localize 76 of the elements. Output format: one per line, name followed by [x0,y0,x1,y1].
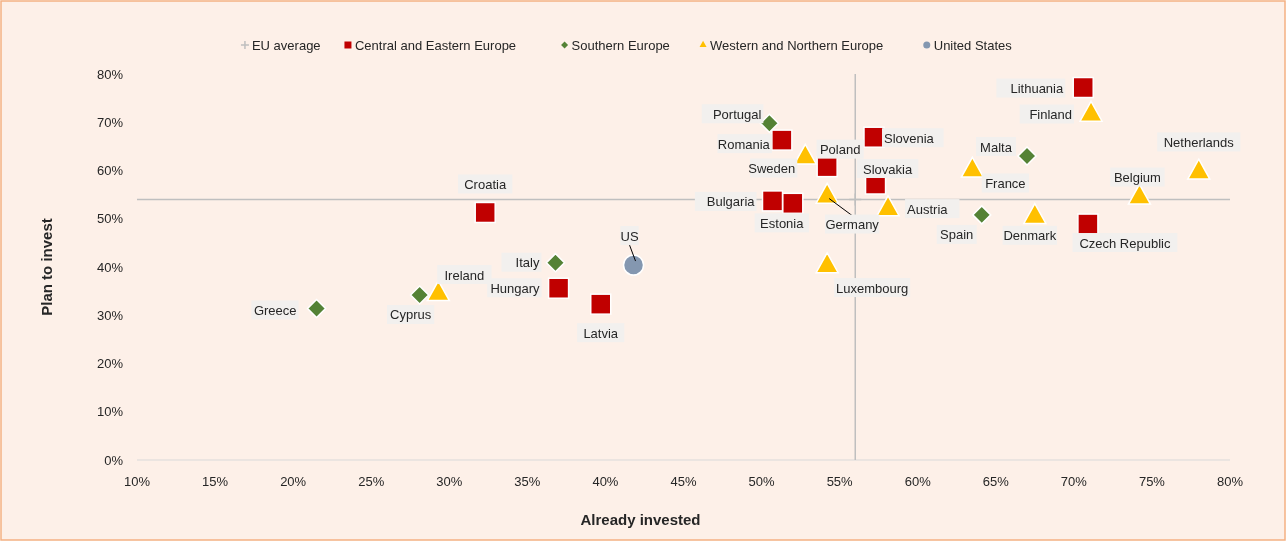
point [759,113,780,133]
y-tick-label: 70% [96,114,124,130]
point [409,285,430,305]
x-tick-label: 55% [826,474,854,489]
data-label: Belgium [1113,170,1161,186]
data-label: Hungary [490,280,541,296]
point [547,277,570,299]
data-label: Greece [253,302,297,318]
point [474,201,496,224]
point [1072,76,1094,99]
legend-label: Western and Northern Europe [710,37,884,53]
y-tick-label: 20% [96,356,124,371]
data-label: Denmark [1003,228,1057,244]
point [589,293,612,315]
data-label: Lithuania [1010,81,1064,97]
data-label: Cyprus [390,307,432,323]
data-label: Finland [1029,107,1073,123]
data-label: Netherlands [1163,134,1235,150]
y-tick-label: 50% [96,211,124,227]
point [306,298,327,319]
x-tick-label: 75% [1138,474,1166,489]
data-label: Austria [907,201,949,217]
point [848,192,863,207]
data-label: Romania [717,136,771,152]
data-label: Germany [825,217,880,233]
y-tick-label: 40% [96,259,124,275]
data-label: Malta [980,139,1013,155]
y-tick-label: 60% [96,163,124,178]
x-axis-title: Already invested [580,511,701,528]
y-tick-label: 30% [96,307,124,323]
legend-label: Central and Eastern Europe [354,37,517,53]
x-tick-label: 80% [1216,474,1244,489]
legend-label: Southern Europe [571,37,670,53]
x-tick-label: 15% [202,474,229,489]
point [1017,146,1037,166]
legend-label: EU average [251,37,321,53]
data-label: Slovenia [883,130,935,146]
point [761,190,784,212]
data-label: Luxembourg [836,280,909,296]
data-label: Sweden [748,160,796,176]
data-label: Estonia [760,215,805,231]
point [971,205,992,225]
x-tick-label: 70% [1060,474,1088,489]
x-tick-label: 50% [748,474,776,489]
data-label: Spain [940,227,974,243]
point [771,129,793,151]
data-label: US [620,228,639,244]
data-label: Italy [515,255,540,271]
data-label: Croatia [464,176,507,192]
legend-label: United States [933,37,1013,53]
x-tick-label: 35% [514,474,541,489]
y-axis-title: Plan to invest [38,218,55,316]
data-label: Bulgaria [706,194,756,210]
x-tick-label: 65% [982,474,1010,489]
point [622,254,645,276]
point [545,252,566,273]
y-tick-label: 0% [104,452,124,468]
x-tick-label: 25% [358,474,385,489]
x-tick-label: 10% [123,474,151,489]
data-label: Portugal [712,106,762,122]
data-label: Ireland [444,267,485,283]
data-label: Latvia [583,325,619,341]
x-tick-label: 40% [592,474,619,489]
x-tick-label: 45% [670,474,697,489]
data-label: Poland [819,142,861,158]
x-tick-label: 30% [436,474,463,489]
x-tick-label: 60% [904,474,932,489]
x-tick-label: 20% [280,474,307,489]
point [863,126,885,148]
y-tick-label: 10% [96,404,124,420]
point [782,192,804,215]
data-label: France [985,176,1026,191]
data-label: Czech Republic [1079,235,1171,251]
point [1077,213,1099,235]
y-tick-label: 80% [96,66,124,82]
data-label: Slovakia [862,161,913,177]
